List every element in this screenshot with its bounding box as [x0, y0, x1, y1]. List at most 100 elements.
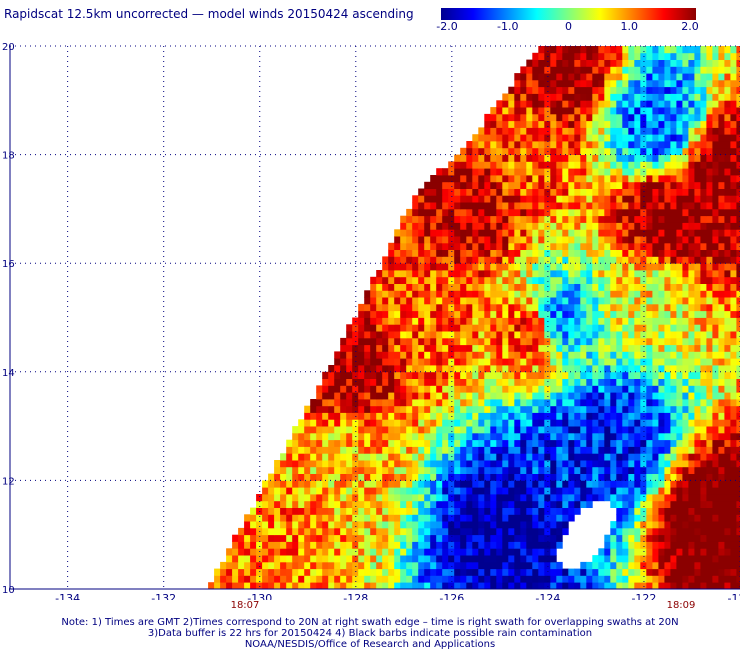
heatmap-cell	[484, 222, 491, 230]
heatmap-cell	[280, 480, 287, 488]
heatmap-cell	[418, 405, 425, 413]
heatmap-cell	[622, 195, 629, 203]
heatmap-cell	[700, 168, 707, 176]
heatmap-cell	[550, 324, 557, 332]
heatmap-cell	[706, 392, 713, 400]
heatmap-cell	[460, 154, 467, 162]
heatmap-cell	[724, 561, 731, 570]
heatmap-cell	[436, 202, 443, 210]
heatmap-cell	[478, 249, 485, 257]
heatmap-cell	[472, 521, 479, 529]
heatmap-cell	[556, 514, 563, 522]
heatmap-cell	[316, 473, 323, 481]
heatmap-cell	[364, 534, 371, 542]
heatmap-cell	[322, 555, 329, 563]
heatmap-cell	[484, 358, 491, 366]
heatmap-cell	[700, 73, 707, 81]
heatmap-cell	[712, 59, 719, 67]
heatmap-cell	[694, 507, 701, 515]
heatmap-cell	[460, 297, 467, 305]
heatmap-cell	[418, 337, 425, 346]
heatmap-cell	[412, 453, 419, 461]
heatmap-cell	[490, 202, 497, 210]
heatmap-cell	[520, 432, 527, 441]
heatmap-cell	[718, 331, 725, 339]
heatmap-cell	[676, 297, 683, 305]
heatmap-cell	[442, 419, 449, 427]
heatmap-cell	[646, 107, 653, 115]
heatmap-cell	[340, 575, 347, 583]
heatmap-cell	[460, 175, 467, 183]
heatmap-cell	[676, 453, 683, 461]
heatmap-cell	[310, 412, 317, 420]
heatmap-cell	[352, 385, 359, 393]
heatmap-cell	[502, 242, 509, 250]
heatmap-cell	[724, 378, 731, 386]
heatmap-cell	[526, 208, 533, 217]
heatmap-cell	[658, 127, 665, 135]
heatmap-cell	[328, 432, 335, 441]
heatmap-cell	[424, 310, 431, 318]
heatmap-cell	[478, 270, 485, 278]
heatmap-cell	[436, 290, 443, 298]
heatmap-cell	[574, 500, 581, 508]
heatmap-cell	[292, 494, 299, 502]
heatmap-cell	[598, 59, 605, 67]
heatmap-cell	[682, 555, 689, 563]
heatmap-cell	[424, 399, 431, 407]
heatmap-cell	[478, 175, 485, 183]
heatmap-cell	[394, 527, 401, 536]
heatmap-cell	[466, 521, 473, 529]
heatmap-cell	[718, 527, 725, 536]
heatmap-cell	[532, 127, 539, 135]
heatmap-cell	[646, 473, 653, 481]
heatmap-cell	[640, 426, 647, 434]
heatmap-cell	[496, 331, 503, 339]
heatmap-cell	[478, 426, 485, 434]
heatmap-cell	[514, 426, 521, 434]
heatmap-cell	[634, 290, 641, 298]
heatmap-cell	[310, 582, 317, 590]
heatmap-cell	[652, 378, 659, 386]
heatmap-cell	[418, 582, 425, 590]
heatmap-cell	[616, 202, 623, 210]
heatmap-cell	[730, 385, 737, 393]
heatmap-cell	[436, 188, 443, 196]
heatmap-cell	[496, 147, 503, 155]
heatmap-cell	[604, 263, 611, 271]
heatmap-cell	[448, 378, 455, 386]
heatmap-cell	[550, 555, 557, 563]
heatmap-cell	[670, 385, 677, 393]
heatmap-cell	[472, 426, 479, 434]
heatmap-cell	[286, 548, 293, 556]
heatmap-cell	[478, 378, 485, 386]
heatmap-cell	[364, 412, 371, 420]
heatmap-cell	[490, 215, 497, 223]
heatmap-cell	[688, 283, 695, 291]
heatmap-cell	[616, 365, 623, 373]
heatmap-cell	[472, 392, 479, 400]
heatmap-cell	[640, 460, 647, 468]
heatmap-cell	[586, 324, 593, 332]
heatmap-cell	[496, 432, 503, 441]
heatmap-cell	[646, 120, 653, 128]
heatmap-cell	[286, 453, 293, 461]
heatmap-cell	[496, 127, 503, 135]
heatmap-cell	[478, 331, 485, 339]
heatmap-cell	[472, 439, 479, 447]
heatmap-cell	[472, 249, 479, 257]
heatmap-cell	[736, 283, 740, 291]
heatmap-cell	[664, 419, 671, 427]
heatmap-cell	[676, 141, 683, 149]
heatmap-cell	[526, 100, 533, 108]
heatmap-cell	[730, 473, 737, 481]
heatmap-cell	[292, 453, 299, 461]
heatmap-cell	[412, 337, 419, 346]
heatmap-cell	[400, 582, 407, 590]
heatmap-cell	[520, 147, 527, 155]
heatmap-cell	[712, 412, 719, 420]
heatmap-cell	[604, 195, 611, 203]
heatmap-cell	[436, 419, 443, 427]
heatmap-cell	[358, 310, 365, 318]
heatmap-cell	[676, 337, 683, 346]
